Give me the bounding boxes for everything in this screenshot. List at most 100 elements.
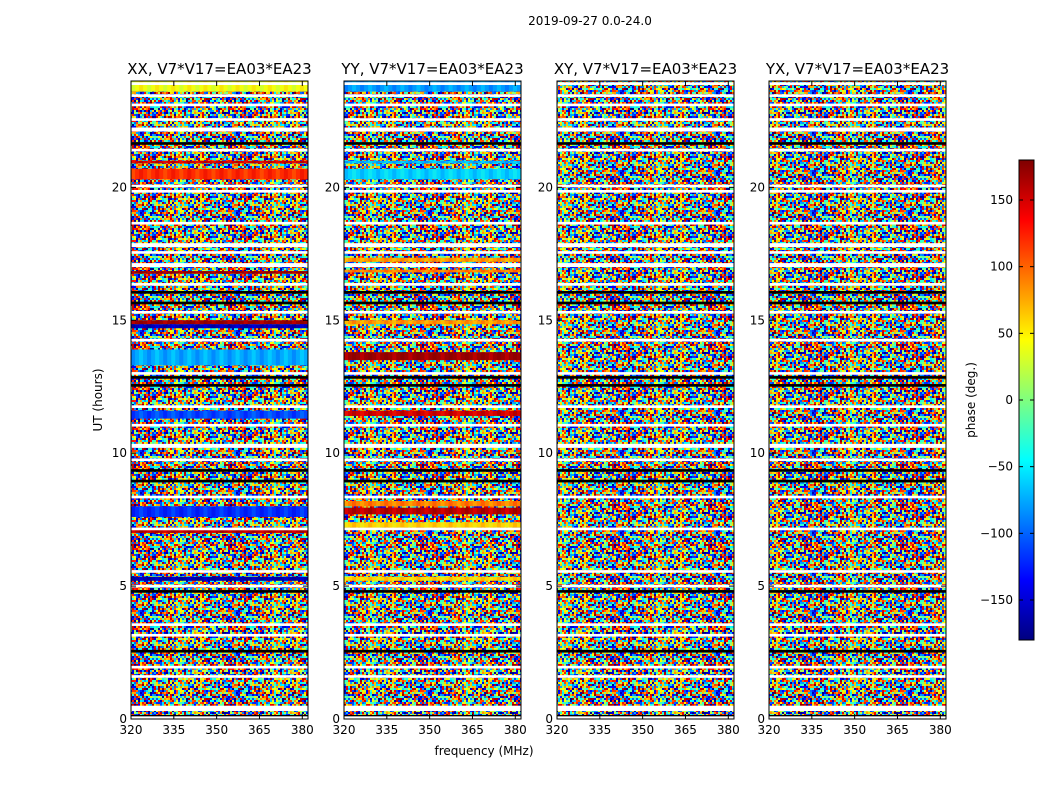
band-fringe: [424, 507, 429, 515]
band-fringe: [440, 507, 445, 515]
dense-black-row: [344, 291, 521, 294]
band-fringe: [384, 576, 389, 581]
panel-title: XY, V7*V17=EA03*EA23: [554, 60, 737, 78]
band-fringe: [392, 269, 397, 273]
band-fringe: [179, 81, 184, 92]
band-fringe: [432, 507, 437, 515]
band-fringe: [432, 320, 437, 325]
band-fringe: [360, 507, 365, 515]
flagged-row: [131, 251, 308, 254]
band-fringe: [360, 352, 365, 361]
band-fringe: [344, 501, 349, 507]
flagged-row: [131, 458, 308, 462]
band-fringe: [267, 410, 272, 419]
band-fringe: [299, 506, 304, 517]
band-fringe: [195, 410, 200, 419]
coherent-phase-band: [344, 501, 521, 507]
y-tick-label: 15: [750, 313, 765, 327]
band-fringe: [464, 160, 469, 164]
band-fringe: [235, 349, 240, 366]
band-fringe: [464, 576, 469, 581]
x-tick-label: 350: [631, 723, 654, 737]
band-fringe: [259, 324, 264, 329]
band-fringe: [424, 320, 429, 325]
dense-black-row: [344, 590, 521, 593]
band-fringe: [392, 320, 397, 325]
band-fringe: [352, 320, 357, 325]
flagged-row: [131, 495, 308, 499]
y-tick-label: 5: [757, 579, 765, 593]
band-fringe: [376, 352, 381, 361]
band-fringe: [504, 522, 509, 528]
band-fringe: [235, 160, 240, 164]
band-fringe: [259, 410, 264, 419]
flagged-row: [344, 251, 521, 254]
band-fringe: [243, 320, 248, 325]
band-fringe: [464, 501, 469, 507]
x-tick-label: 335: [375, 723, 398, 737]
band-fringe: [360, 81, 365, 92]
x-axis-label: frequency (MHz): [434, 744, 533, 758]
flagged-row: [769, 283, 946, 286]
flagged-row: [344, 283, 521, 286]
flagged-row: [769, 221, 946, 225]
band-fringe: [275, 320, 280, 325]
band-fringe: [504, 501, 509, 507]
flagged-row: [557, 495, 734, 499]
band-fringe: [147, 349, 152, 366]
band-fringe: [211, 81, 216, 92]
band-fringe: [251, 81, 256, 92]
flagged-row: [769, 189, 946, 193]
band-fringe: [139, 576, 144, 581]
band-fringe: [235, 506, 240, 517]
band-fringe: [376, 410, 381, 416]
band-fringe: [344, 320, 349, 325]
band-fringe: [392, 168, 397, 180]
band-fringe: [360, 160, 365, 164]
band-fringe: [163, 506, 168, 517]
band-fringe: [187, 320, 192, 325]
flagged-row: [769, 148, 946, 152]
coherent-phase-band: [344, 257, 521, 262]
flagged-row: [769, 118, 946, 121]
band-fringe: [155, 324, 160, 329]
flagged-row: [769, 705, 946, 712]
y-tick-label: 0: [545, 712, 553, 726]
coherent-phase-band: [344, 522, 521, 528]
band-fringe: [448, 507, 453, 515]
band-fringe: [376, 168, 381, 180]
flagged-row: [769, 251, 946, 254]
band-fringe: [408, 257, 413, 262]
flagged-row: [769, 405, 946, 408]
band-fringe: [163, 320, 168, 325]
flagged-row: [769, 495, 946, 499]
band-fringe: [472, 81, 477, 92]
band-fringe: [131, 81, 136, 92]
dense-black-row: [557, 590, 734, 593]
band-fringe: [275, 410, 280, 419]
band-fringe: [283, 320, 288, 325]
band-fringe: [392, 160, 397, 164]
band-fringe: [299, 410, 304, 419]
band-fringe: [267, 324, 272, 329]
band-fringe: [424, 576, 429, 581]
band-fringe: [432, 160, 437, 164]
band-fringe: [147, 324, 152, 329]
band-fringe: [416, 160, 421, 164]
flagged-row: [344, 310, 521, 314]
y-tick-label: 15: [112, 313, 127, 327]
band-fringe: [496, 410, 501, 416]
band-fringe: [368, 320, 373, 325]
band-fringe: [203, 81, 208, 92]
band-fringe: [147, 576, 152, 581]
band-fringe: [211, 506, 216, 517]
band-fringe: [211, 271, 216, 274]
band-fringe: [448, 522, 453, 528]
band-fringe: [480, 507, 485, 515]
band-fringe: [504, 269, 509, 273]
band-fringe: [179, 576, 184, 581]
band-fringe: [227, 168, 232, 180]
band-fringe: [299, 160, 304, 164]
x-tick-label: 380: [929, 723, 952, 737]
band-fringe: [195, 320, 200, 325]
